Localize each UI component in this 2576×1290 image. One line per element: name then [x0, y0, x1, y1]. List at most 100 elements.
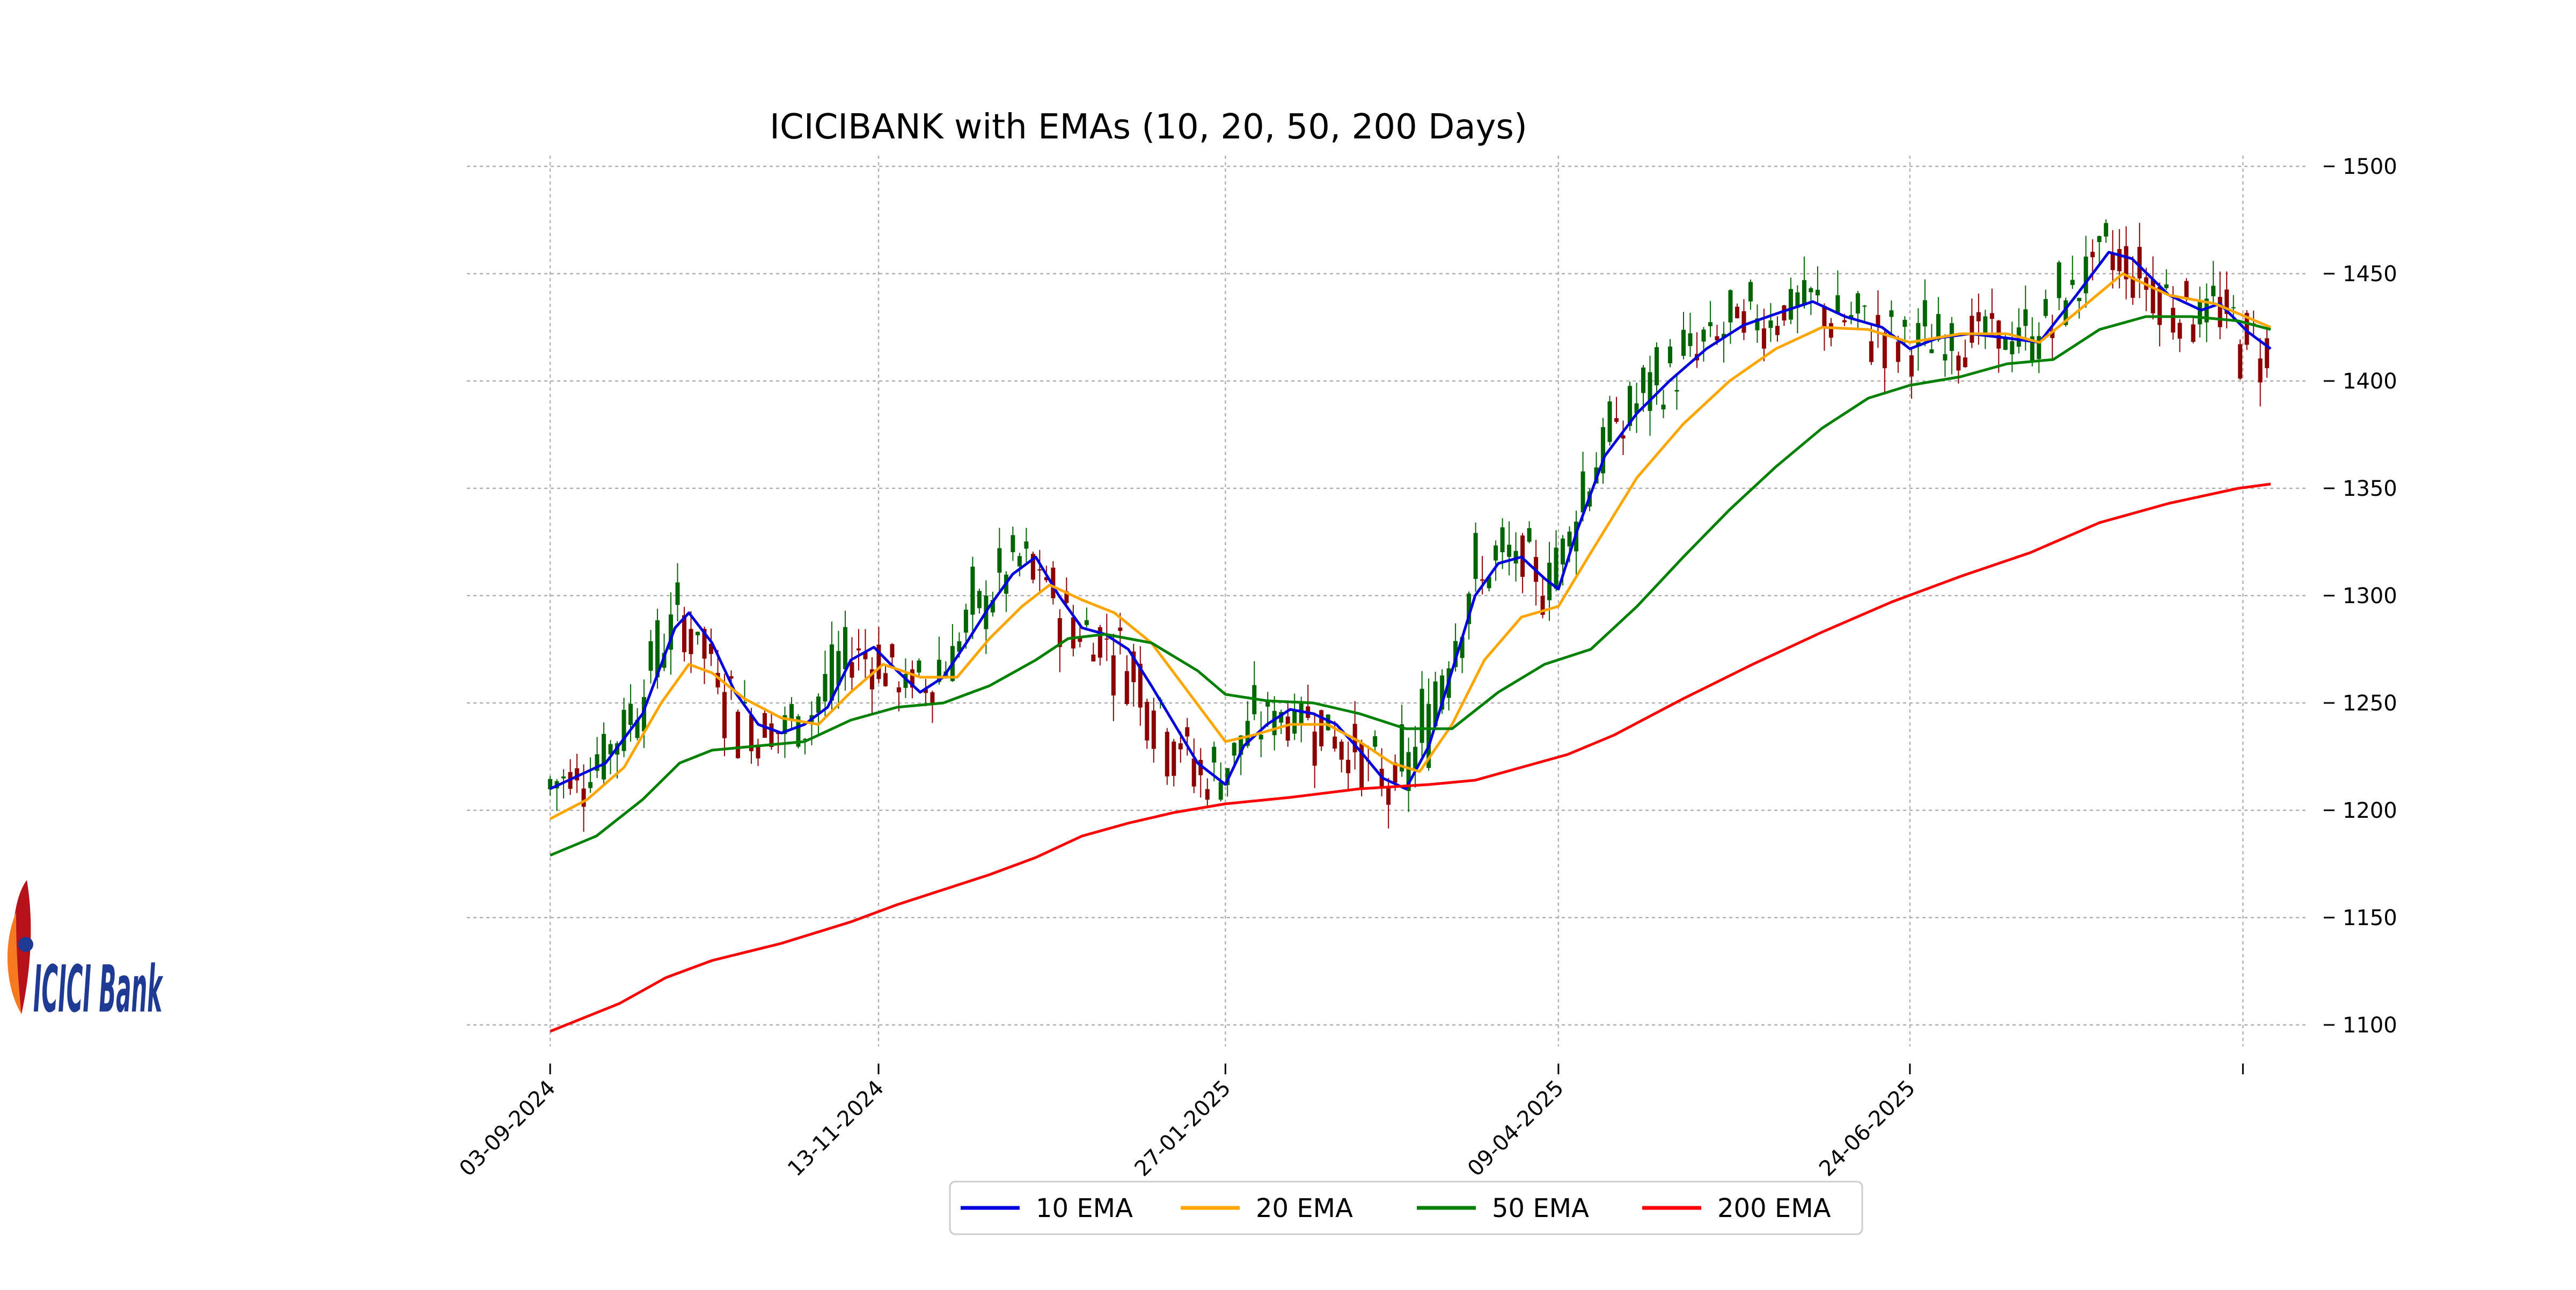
candle-down — [1741, 299, 1746, 340]
x-tick-label: 13-11-2024 — [783, 1076, 889, 1182]
candle-up — [1949, 317, 1954, 375]
candle-up — [2083, 236, 2088, 308]
candle-down — [1057, 609, 1062, 672]
candle-up — [1755, 304, 1760, 343]
candle-down — [1037, 549, 1042, 595]
candle-up — [1024, 527, 1029, 562]
candle-down — [890, 643, 895, 668]
candle-up — [1674, 373, 1679, 410]
candle-down — [1051, 561, 1056, 605]
candle-up — [2198, 287, 2202, 338]
candle-up — [1017, 553, 1022, 577]
candle-down — [1896, 335, 1900, 373]
candle-down — [1172, 739, 1176, 787]
series-line-20-ema — [549, 272, 2272, 820]
candle-down — [2171, 286, 2176, 340]
candle-up — [1768, 303, 1773, 342]
y-tick-label: 1500 — [2343, 155, 2397, 179]
candle-up — [2204, 283, 2209, 342]
x-tick-label: 03-09-2024 — [455, 1076, 560, 1182]
candle-up — [1426, 678, 1431, 771]
chart-title: ICICIBANK with EMAs (10, 20, 50, 200 Day… — [770, 107, 1527, 147]
candle-down — [1909, 348, 1914, 399]
candle-down — [883, 665, 888, 687]
candle-down — [1138, 646, 1143, 726]
candle-up — [1607, 395, 1612, 446]
candle-down — [1828, 318, 1833, 347]
candle-down — [2050, 314, 2055, 360]
candle-up — [1419, 671, 1424, 759]
candle-up — [1922, 279, 1927, 347]
candle-up — [950, 624, 955, 682]
candle-up — [1265, 692, 1270, 727]
y-tick-label: 1400 — [2343, 369, 2397, 394]
candle-up — [648, 629, 653, 684]
candle-up — [970, 556, 975, 640]
candle-up — [1701, 327, 1706, 362]
candle-up — [1326, 714, 1330, 731]
candle-up — [1802, 256, 1806, 309]
candle-up — [1788, 277, 1793, 325]
candle-up — [1299, 697, 1304, 743]
candle-down — [1131, 643, 1136, 707]
axis-ticks: 1100 1150 1200 1250 1300 1350 1400 1450 1500 03-0… — [455, 155, 2397, 1181]
candle-up — [742, 680, 747, 708]
candle-down — [722, 673, 727, 757]
candle-up — [595, 737, 599, 778]
series-line-50-ema — [550, 315, 2271, 857]
candle-down — [1064, 577, 1069, 605]
candle-down — [1976, 294, 1981, 345]
candle-down — [923, 679, 928, 706]
candle-up — [1580, 451, 1585, 522]
candle-down — [2117, 229, 2122, 289]
candle-up — [1862, 305, 1867, 322]
candle-down — [863, 629, 868, 678]
candle-down — [1198, 748, 1203, 798]
candle-up — [1916, 308, 1921, 371]
candle-down — [1520, 533, 1525, 593]
candle-down — [2177, 319, 2182, 353]
candle-up — [696, 632, 700, 645]
candle-down — [1735, 303, 1739, 319]
candle-down — [2238, 339, 2243, 380]
y-tick-label: 1150 — [2343, 906, 2397, 930]
candle-up — [2037, 322, 2041, 373]
candle-down — [2191, 316, 2196, 343]
candle-down — [1782, 304, 1787, 326]
candle-down — [1205, 778, 1210, 806]
candle-up — [1943, 334, 1948, 377]
candle-up — [1795, 285, 1800, 334]
legend-item: 200 EMA — [1642, 1193, 1831, 1223]
candle-up — [548, 776, 553, 796]
logo-mark-orange — [7, 912, 21, 1014]
candle-down — [1359, 739, 1364, 797]
candle-down — [856, 629, 861, 671]
candle-down — [1621, 420, 1626, 455]
candle-up — [588, 757, 593, 793]
candle-up — [1084, 607, 1089, 628]
candle-down — [1956, 351, 1961, 384]
candle-down — [2124, 226, 2128, 299]
candle-down — [1346, 742, 1351, 791]
candle-down — [575, 753, 580, 793]
candle-up — [1815, 266, 1820, 305]
candle-up — [1721, 321, 1726, 363]
candle-up — [990, 591, 995, 617]
candle-up — [1554, 530, 1558, 591]
candle-down — [1124, 655, 1129, 706]
candle-up — [1661, 390, 1666, 419]
logo-text: ICICI Bank — [33, 952, 163, 1027]
candle-down — [1339, 739, 1344, 773]
candle-up — [2104, 219, 2109, 243]
candle-down — [1191, 738, 1196, 793]
candle-up — [2097, 236, 2102, 265]
icici-bank-logo: ICICI Bank — [7, 880, 163, 1027]
candle-down — [1118, 613, 1123, 655]
candle-down — [756, 738, 760, 766]
candle-down — [736, 709, 741, 759]
candle-up — [602, 722, 606, 786]
candle-down — [1989, 288, 1994, 334]
candle-down — [1111, 633, 1116, 721]
